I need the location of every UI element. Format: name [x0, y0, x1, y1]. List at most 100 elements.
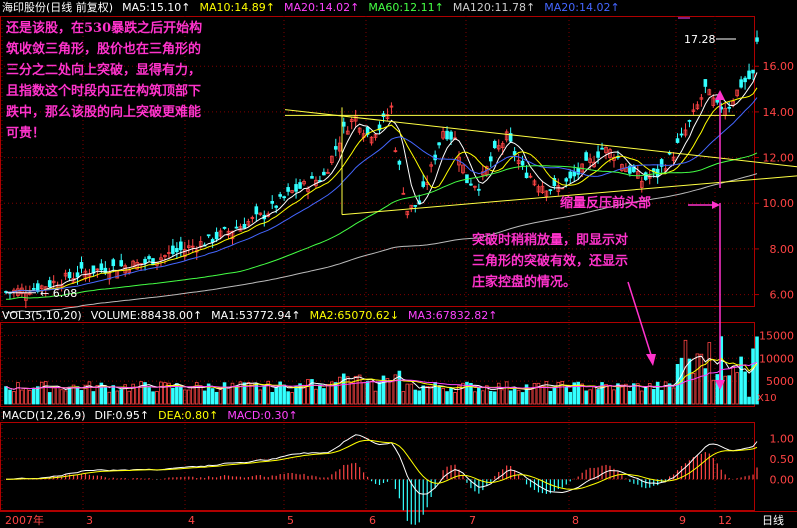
volume-bar	[87, 381, 92, 405]
volume-bar	[334, 382, 338, 405]
month-tick-label: 7	[469, 514, 476, 527]
candle-body	[278, 194, 282, 197]
volume-bar	[167, 382, 171, 405]
candle-body	[441, 131, 445, 139]
candle-body	[683, 129, 688, 136]
candle-body	[477, 188, 481, 191]
candle-body	[222, 226, 227, 229]
candle-body	[198, 241, 203, 248]
candle-body	[345, 130, 350, 135]
volume-bar	[441, 388, 445, 405]
volume-bar	[417, 390, 422, 405]
candle-body	[214, 231, 219, 240]
candle-body	[159, 257, 163, 261]
shrink-arrow-right-head	[712, 201, 720, 209]
volume-bar	[536, 382, 541, 405]
volume-bar	[24, 388, 28, 405]
volume-bar	[469, 383, 473, 405]
candle-body	[242, 223, 247, 229]
volume-bar	[564, 386, 569, 405]
volume-bar	[115, 390, 120, 405]
candle-body	[163, 255, 167, 258]
volume-bar	[286, 391, 290, 405]
month-tick-label: 5	[287, 514, 294, 527]
volume-bar	[202, 390, 207, 405]
volume-bar	[616, 383, 620, 405]
candle-body	[389, 105, 394, 108]
candle-body	[544, 190, 549, 197]
candle-body	[357, 127, 362, 133]
candle-body	[79, 262, 84, 269]
candle-body	[405, 210, 410, 216]
volume-bar	[266, 380, 271, 405]
price-legend-item-5: MA120:11.78↑	[452, 1, 536, 14]
candle-body	[95, 268, 100, 271]
volume-bar	[727, 375, 731, 405]
candle-body	[254, 206, 259, 215]
candle-body	[556, 185, 561, 192]
volume-bar	[345, 376, 350, 405]
volume-tick-label: 15000	[759, 329, 794, 342]
candle-body	[600, 147, 604, 150]
candle-body	[167, 252, 171, 254]
candle-body	[365, 126, 370, 135]
volume-bar	[636, 383, 640, 405]
volume-bar	[318, 384, 322, 405]
candle-body	[258, 212, 263, 215]
candle-body	[35, 283, 40, 292]
analysis-note-line: 跌中，那么该股的向上突破更难能	[6, 105, 202, 120]
month-tick-label: 12	[718, 514, 732, 527]
volume-bar	[747, 396, 751, 405]
candle-body	[659, 159, 664, 167]
volume-bar	[699, 353, 704, 405]
price-legend-item-0: 海印股份(日线 前复权)	[2, 1, 114, 14]
candle-body	[32, 288, 36, 290]
candle-body	[274, 205, 278, 208]
volume-bar	[99, 382, 104, 405]
volume-bar	[171, 387, 175, 405]
volume-bar	[528, 389, 533, 405]
candle-body	[218, 230, 223, 237]
volume-legend-item-2: MA1:53772.94↑	[211, 309, 301, 322]
candle-body	[294, 184, 298, 192]
volume-bar	[95, 384, 100, 405]
volume-bar	[683, 339, 688, 405]
volume-bar	[322, 388, 326, 405]
volume-bar	[83, 384, 88, 405]
price-legend-item-1: MA5:15.10↑	[122, 1, 191, 14]
volume-bar	[111, 385, 116, 405]
candle-body	[51, 280, 56, 284]
volume-bar	[481, 390, 485, 405]
volume-bar	[544, 381, 549, 405]
candle-body	[47, 280, 52, 288]
volume-legend-item-0: VOL3(5,10,20)	[2, 309, 82, 322]
candle-body	[39, 285, 44, 289]
candle-body	[461, 164, 465, 174]
breakout-arrow-head	[646, 354, 656, 366]
volume-bar	[632, 383, 636, 405]
candle-body	[524, 172, 529, 179]
candle-body	[699, 97, 704, 100]
volume-bar	[437, 386, 441, 405]
volume-bar	[230, 382, 235, 405]
candle-body	[341, 121, 346, 127]
price-legend-item-4: MA60:12.11↑	[368, 1, 444, 14]
candle-body	[568, 171, 573, 179]
dea-line	[6, 439, 758, 490]
candle-body	[707, 89, 712, 96]
macd-legend-item-2: DEA:0.80↑	[158, 409, 219, 422]
candle-body	[735, 89, 739, 97]
volume-bar	[389, 380, 394, 405]
candle-body	[330, 155, 334, 164]
dif-line	[6, 434, 758, 495]
volume-tick-label: 10000	[759, 352, 794, 365]
low-price-label: ← 6.08	[40, 287, 77, 300]
volume-bar	[743, 371, 747, 405]
volume-bar	[159, 381, 163, 405]
candle-body	[671, 156, 676, 161]
volume-bar	[429, 385, 433, 405]
volume-bar	[16, 382, 20, 405]
shrink-arrow-up-head	[715, 90, 725, 100]
volume-legend: VOL3(5,10,20) VOLUME:88438.00↑ MA1:53772.9…	[2, 308, 506, 324]
month-tick-label: 6	[369, 514, 376, 527]
